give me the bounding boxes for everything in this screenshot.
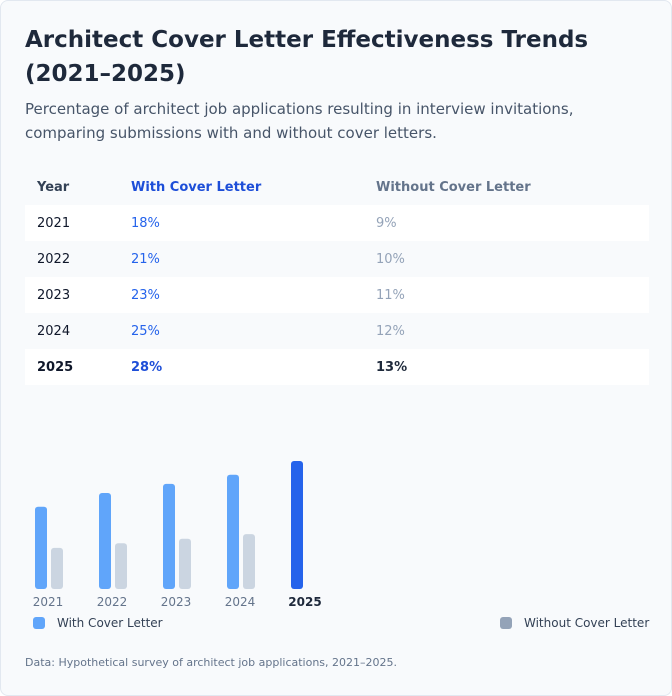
data-table: Year With Cover Letter Without Cover Let… (25, 169, 649, 385)
bar-with-2024 (227, 474, 239, 589)
cell-with: 23% (131, 277, 376, 313)
x-tick-label: 2025 (288, 595, 321, 609)
bar-without-2022 (115, 543, 127, 589)
legend-label: With Cover Letter (57, 616, 163, 630)
cell-without: 11% (376, 277, 649, 313)
header-year: Year (37, 179, 70, 195)
header-without: Without Cover Letter (376, 179, 531, 195)
cell-without: 10% (376, 251, 405, 267)
table-header: Year With Cover Letter Without Cover Let… (25, 169, 649, 205)
cell-year: 2024 (37, 323, 71, 339)
legend-swatch (33, 617, 45, 629)
bar-with-2021 (35, 506, 47, 589)
footnote: Data: Hypothetical survey of architect j… (25, 656, 398, 669)
table-row: 2024 25% 12% (25, 313, 649, 349)
bar-with-2022 (99, 493, 111, 589)
cell-year: 2022 (37, 251, 71, 267)
x-tick-label: 2021 (33, 595, 64, 609)
legend-item-with: With Cover Letter (33, 616, 163, 630)
table-row: 2023 23% 11% (25, 277, 649, 313)
x-tick-label: 2023 (161, 595, 192, 609)
legend-item-without: Without Cover Letter (500, 616, 649, 630)
x-tick-label: 2024 (225, 595, 256, 609)
cell-year: 2023 (25, 277, 131, 313)
cell-year: 2021 (25, 205, 131, 241)
bar-chart: 2021 2022 2023 2024 2025 (33, 461, 322, 609)
table-row: 2022 21% 10% (25, 241, 649, 277)
bar-with-2025 (291, 461, 303, 589)
cell-without: 12% (376, 323, 405, 339)
bar-with-2023 (163, 483, 175, 589)
cell-with: 28% (131, 349, 376, 385)
legend-label: Without Cover Letter (524, 616, 650, 630)
table-row: 2021 18% 9% (25, 205, 649, 241)
cell-with: 18% (131, 205, 376, 241)
cell-without: 9% (376, 205, 649, 241)
bar-without-2024 (243, 534, 255, 589)
cell-with: 21% (131, 251, 160, 267)
page-title: Architect Cover Letter Effectiveness Tre… (25, 27, 589, 87)
cell-year: 2025 (25, 349, 131, 385)
cell-with: 25% (131, 323, 160, 339)
table-row: 2025 28% 13% (25, 349, 649, 385)
legend-swatch (500, 617, 512, 629)
x-tick-label: 2022 (97, 595, 128, 609)
bar-without-2023 (179, 538, 191, 589)
bar-without-2021 (51, 547, 63, 589)
subtitle: Percentage of architect job applications… (25, 100, 574, 142)
cell-without: 13% (376, 349, 649, 385)
header-with: With Cover Letter (131, 179, 262, 195)
